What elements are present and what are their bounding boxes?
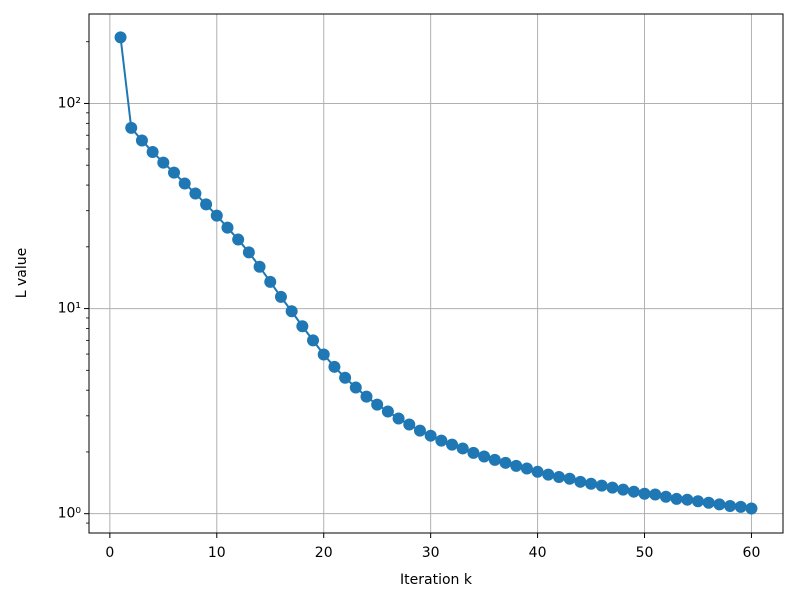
marker: [713, 498, 726, 511]
marker: [638, 487, 651, 500]
marker: [552, 470, 565, 483]
marker: [585, 477, 598, 490]
marker: [499, 456, 512, 469]
marker: [670, 492, 683, 505]
x-axis-label: Iteration k: [400, 572, 473, 588]
y-axis-label: L value: [14, 248, 30, 299]
marker: [349, 381, 362, 394]
marker: [649, 488, 662, 501]
marker: [178, 177, 191, 190]
marker: [135, 134, 148, 147]
marker: [456, 442, 469, 455]
marker: [659, 490, 672, 503]
marker: [339, 371, 352, 384]
marker: [210, 209, 223, 222]
x-tick-label: 20: [315, 545, 333, 561]
marker: [478, 450, 491, 463]
marker: [232, 233, 245, 246]
marker: [531, 465, 544, 478]
x-tick-label: 30: [422, 545, 440, 561]
marker: [381, 405, 394, 418]
marker: [745, 502, 758, 515]
marker: [702, 496, 715, 509]
y-tick-label: 10¹: [58, 301, 81, 317]
marker: [413, 424, 426, 437]
x-tick-label: 40: [529, 545, 547, 561]
marker: [296, 320, 309, 333]
marker: [317, 348, 330, 361]
marker: [627, 485, 640, 498]
marker: [221, 221, 234, 234]
marker: [157, 156, 170, 169]
marker: [253, 260, 266, 273]
marker: [146, 145, 159, 158]
marker: [510, 459, 523, 472]
x-tick-label: 10: [208, 545, 226, 561]
marker: [606, 481, 619, 494]
marker: [189, 187, 202, 200]
marker: [424, 429, 437, 442]
marker: [392, 412, 405, 425]
marker: [563, 472, 576, 485]
marker: [360, 390, 373, 403]
x-tick-label: 50: [636, 545, 654, 561]
marker: [691, 495, 704, 508]
marker: [274, 290, 287, 303]
marker: [328, 360, 341, 373]
marker: [200, 198, 213, 211]
plot-frame: [88, 13, 784, 534]
marker: [403, 418, 416, 431]
marker: [371, 398, 384, 411]
marker: [595, 479, 608, 492]
marker: [114, 31, 127, 44]
marker: [285, 305, 298, 318]
marker: [542, 468, 555, 481]
marker: [467, 446, 480, 459]
marker: [617, 483, 630, 496]
marker: [242, 246, 255, 259]
marker: [520, 462, 533, 475]
y-tick-label: 10²: [58, 95, 81, 111]
marker: [724, 500, 737, 513]
marker: [734, 500, 747, 513]
marker: [307, 334, 320, 347]
marker: [681, 493, 694, 506]
marker: [446, 438, 459, 451]
marker: [574, 475, 587, 488]
marker: [435, 434, 448, 447]
marker: [125, 121, 138, 134]
x-tick-label: 60: [743, 545, 761, 561]
y-tick-label: 10⁰: [58, 506, 82, 522]
marker: [488, 453, 501, 466]
marker: [264, 275, 277, 288]
x-tick-label: 0: [105, 545, 114, 561]
marker: [168, 166, 181, 179]
